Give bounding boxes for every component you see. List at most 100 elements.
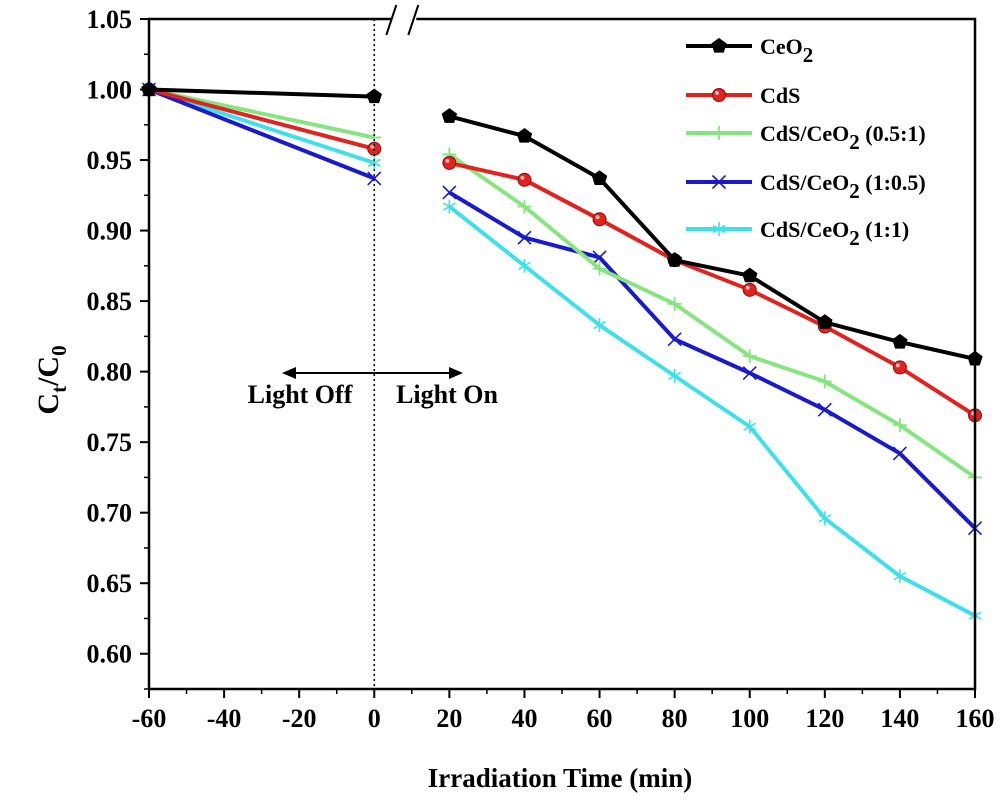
point-stroke (712, 224, 726, 234)
legend-label-sub: 2 (803, 43, 814, 67)
legend-label-main: CdS/CeO (760, 170, 849, 195)
legend-label-main: CdS/CeO (760, 121, 849, 146)
data-point (591, 170, 608, 185)
y-title-part: /C (32, 356, 65, 387)
legend-label: CdS/CeO2 (1:0.5) (760, 170, 926, 203)
data-point (441, 108, 458, 123)
series-line (148, 87, 376, 181)
x-tick-label: 80 (662, 704, 688, 733)
point-stroke (593, 320, 607, 330)
point-stroke (711, 174, 727, 190)
point-stroke (592, 250, 607, 265)
data-point (593, 318, 607, 333)
point-stroke (517, 261, 531, 271)
data-point (516, 127, 533, 143)
x-tick-label: 20 (436, 704, 462, 733)
legend-item: CdS/CeO2 (1:0.5) (686, 170, 926, 203)
data-point (892, 333, 908, 349)
data-point (742, 282, 757, 297)
point-stroke (668, 371, 682, 381)
data-point (517, 258, 531, 273)
light-arrow-head-left (282, 367, 296, 379)
point-stroke (442, 185, 457, 200)
point-stroke (892, 446, 907, 461)
data-point (742, 365, 757, 381)
legend-label: CdS (760, 83, 800, 108)
legend-label-sub: 2 (849, 226, 860, 250)
point-stroke (743, 422, 757, 431)
data-point (667, 296, 682, 311)
legend-label-main: CeO (760, 34, 803, 59)
y-tick-label: 0.70 (87, 499, 133, 528)
data-point (818, 511, 832, 526)
y-title-part: t (47, 386, 71, 393)
series-line (148, 87, 375, 165)
data-point (892, 418, 907, 433)
series-cds-ceo2-1-1- (142, 82, 982, 623)
data-point (892, 360, 907, 375)
data-point (442, 155, 457, 170)
legend-label: CdS/CeO2 (1:1) (760, 217, 909, 250)
light-off-label: Light Off (248, 380, 353, 409)
legend-item: CeO2 (686, 34, 813, 67)
legend-label-tail: (0.5:1) (860, 121, 926, 146)
series-ceo2 (141, 81, 983, 366)
x-tick-label: 140 (880, 704, 919, 733)
data-point (442, 199, 456, 214)
legend-item: CdS (686, 83, 800, 108)
legend-label-main: CdS/CeO (760, 217, 849, 242)
y-tick-label: 0.60 (87, 640, 133, 669)
data-point (817, 374, 832, 389)
data-point (592, 212, 607, 227)
point-stroke (818, 514, 832, 523)
data-point (517, 230, 532, 245)
series-line (448, 205, 976, 618)
point-highlight (895, 363, 900, 368)
series-line (148, 87, 375, 99)
data-point (442, 185, 457, 200)
legend-label: CeO2 (760, 34, 813, 67)
x-axis-title: Irradiation Time (min) (428, 763, 693, 793)
y-tick-label: 1.00 (87, 76, 133, 105)
point-highlight (445, 158, 450, 163)
data-point (712, 222, 726, 236)
x-tick-label: 60 (587, 704, 613, 733)
legend-label: CdS/CeO2 (0.5:1) (760, 121, 926, 154)
data-point (817, 314, 833, 329)
x-tick-label: 0 (368, 704, 381, 733)
point-highlight (595, 215, 600, 220)
data-point (893, 569, 907, 584)
series-cds-ceo2-1-0-5- (141, 82, 983, 536)
data-point (711, 174, 727, 190)
series-line (448, 152, 977, 480)
data-point (892, 446, 907, 461)
y-tick-label: 0.65 (87, 569, 133, 598)
series-line (448, 160, 977, 418)
axis-break-mark (407, 4, 420, 36)
axes-layer: -60 -40 -20 0 20 40 60 80 100 120 140 160 0.60 0.65 0.… (87, 4, 995, 733)
data-point (712, 126, 726, 140)
legend-item: CdS/CeO2 (0.5:1) (686, 121, 926, 154)
data-point (712, 88, 726, 102)
data-point (817, 402, 832, 417)
x-tick-label: 120 (805, 704, 844, 733)
data-point (367, 171, 382, 186)
y-title-part: C (32, 393, 65, 415)
light-on-label: Light On (396, 380, 498, 409)
point-highlight (370, 144, 375, 149)
x-tick-label: -60 (132, 704, 167, 733)
y-tick-label: 0.80 (87, 358, 133, 387)
point-stroke (367, 171, 382, 186)
x-tick-label: 160 (956, 704, 995, 733)
data-point (742, 349, 757, 364)
annotations: Light Off Light On (248, 367, 498, 409)
legend-label-main: CdS (760, 83, 800, 108)
legend-label-tail: (1:1) (860, 217, 909, 242)
y-title-part: 0 (47, 345, 71, 356)
axis-break-gap (392, 15, 417, 23)
point-stroke (442, 202, 456, 211)
point-stroke (667, 332, 682, 347)
data-point (742, 267, 758, 283)
